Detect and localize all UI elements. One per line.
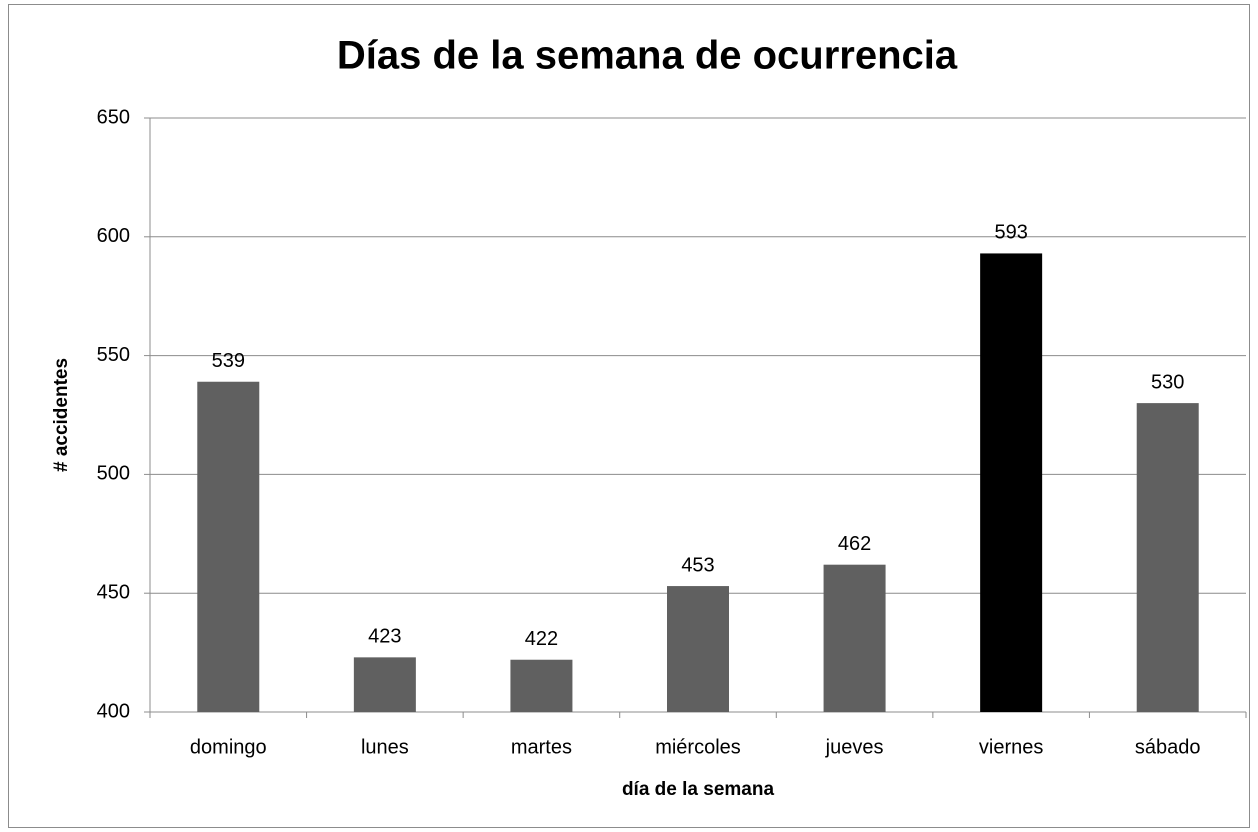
bar: [980, 253, 1043, 712]
data-label: 453: [681, 554, 714, 576]
y-tick-label: 400: [97, 700, 130, 722]
x-tick-label: jueves: [825, 736, 884, 758]
y-tick-label: 550: [97, 344, 130, 366]
data-label: 539: [212, 350, 245, 372]
bar: [510, 659, 573, 712]
y-tick-label: 600: [97, 225, 130, 247]
bar: [823, 564, 886, 712]
bar: [1136, 403, 1199, 712]
y-tick-label: 500: [97, 463, 130, 485]
x-tick-label: martes: [511, 736, 572, 758]
y-axis-label: # accidentes: [51, 358, 72, 472]
bar: [353, 657, 416, 712]
data-label: 422: [525, 628, 558, 650]
chart-title: Días de la semana de ocurrencia: [337, 34, 958, 78]
y-tick-label: 650: [97, 106, 130, 128]
x-tick-label: miércoles: [655, 736, 741, 758]
x-tick-label: sábado: [1135, 736, 1201, 758]
data-label: 462: [838, 533, 871, 555]
x-axis-label: día de la semana: [622, 779, 775, 800]
x-tick-label: viernes: [979, 736, 1043, 758]
bar: [197, 381, 260, 712]
data-label: 530: [1151, 371, 1184, 393]
chart-frame: [8, 4, 1250, 828]
x-tick-label: domingo: [190, 736, 267, 758]
data-label: 423: [368, 626, 401, 648]
bar: [667, 586, 729, 712]
y-tick-label: 450: [97, 581, 130, 603]
x-tick-label: lunes: [361, 736, 409, 758]
data-label: 593: [994, 222, 1027, 244]
